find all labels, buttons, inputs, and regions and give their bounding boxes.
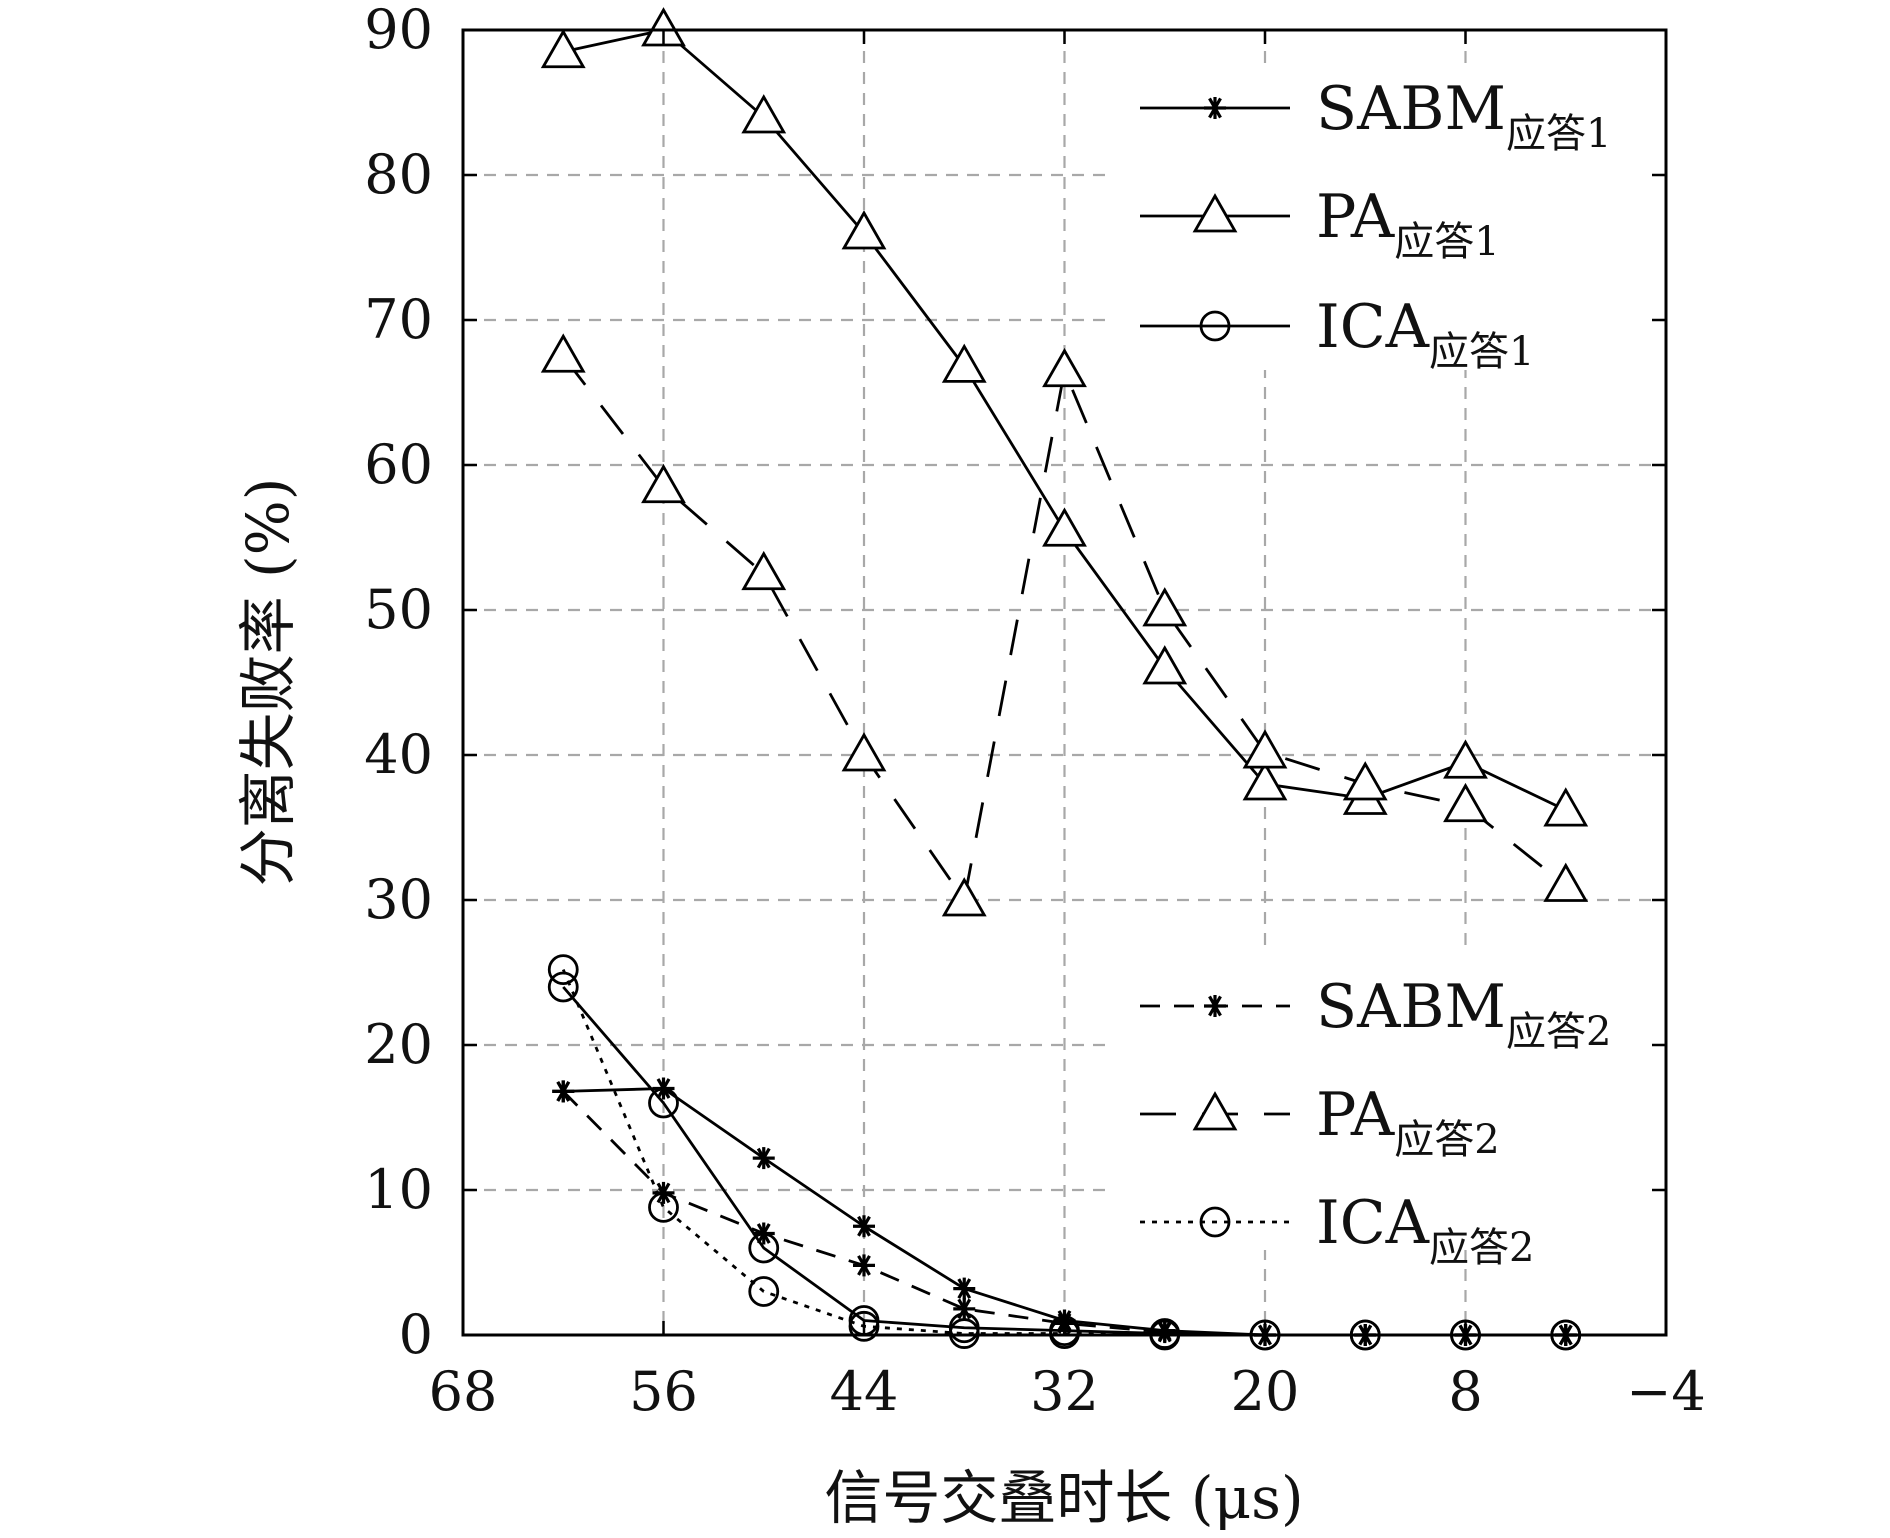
data-point-triangle [1142, 645, 1188, 685]
legend-background [1112, 950, 1652, 1250]
data-point-star [552, 1080, 575, 1103]
data-point-star [752, 1222, 775, 1245]
y-tick-label: 60 [364, 433, 433, 496]
data-point-triangle [841, 732, 887, 772]
legend-series-name: SABM [1316, 972, 1506, 1042]
data-point-triangle [1192, 193, 1238, 233]
y-tick-label: 40 [364, 723, 433, 786]
x-tick-label: −4 [1626, 1360, 1706, 1423]
legend-entry: SABM应答1 [1140, 74, 1611, 157]
x-tick-label: 44 [830, 1360, 899, 1423]
data-point-circle [1199, 1206, 1231, 1238]
legend-series-name: ICA [1316, 292, 1430, 362]
data-point-circle [748, 1276, 780, 1307]
x-tick-label: 68 [429, 1360, 498, 1423]
data-point-triangle [1342, 761, 1388, 801]
y-tick-label: 50 [364, 578, 433, 641]
x-tick-label: 8 [1448, 1360, 1482, 1423]
data-point-triangle [1443, 782, 1488, 823]
y-tick-label: 80 [364, 143, 433, 206]
x-axis-label: 信号交叠时长 (μs) [824, 1464, 1303, 1532]
data-point-triangle [1242, 729, 1288, 769]
legend-series-subscript: 应答1 [1429, 329, 1534, 375]
data-point-circle [1199, 310, 1231, 342]
legend-series-name: PA [1316, 182, 1395, 252]
data-point-circle [648, 1087, 679, 1119]
data-point-triangle [1142, 587, 1188, 627]
data-point-star [853, 1254, 875, 1277]
y-tick-label: 30 [364, 868, 433, 931]
data-point-star [953, 1277, 976, 1300]
legend-series-subscript: 应答1 [1394, 219, 1499, 265]
legend-entry: ICA应答1 [1140, 292, 1534, 375]
data-point-triangle [941, 877, 987, 917]
legend-label: ICA应答1 [1316, 292, 1534, 375]
legend-series-subscript: 应答2 [1429, 1225, 1534, 1271]
data-point-triangle [540, 28, 586, 69]
data-point-star [1153, 1321, 1176, 1344]
legend-series-name: PA [1316, 1080, 1395, 1150]
y-tick-label: 20 [364, 1013, 433, 1076]
data-point-triangle [1543, 787, 1589, 827]
data-point-triangle [741, 94, 787, 134]
y-tick-label: 0 [399, 1303, 433, 1366]
data-point-star [853, 1215, 875, 1238]
series-pa-1 [540, 7, 1589, 827]
legend-label: SABM应答2 [1316, 972, 1611, 1055]
data-point-triangle [841, 210, 887, 250]
data-point-triangle [1443, 739, 1488, 779]
y-tick-label: 90 [364, 0, 433, 61]
data-point-circle [648, 1192, 679, 1223]
axis-ticks: 68 56 44 32 20 8 −4 0 10 20 30 40 50 60 70 80 90 [364, 0, 1706, 1423]
legend-label: SABM应答1 [1316, 74, 1611, 157]
legend-series-subscript: 应答1 [1506, 111, 1611, 157]
data-point-triangle [1242, 761, 1288, 801]
legend-series-name: SABM [1316, 74, 1506, 144]
data-point-triangle [741, 550, 787, 591]
data-point-star [752, 1147, 775, 1170]
x-tick-label: 20 [1231, 1360, 1300, 1423]
data-point-triangle [1042, 347, 1087, 388]
legend-entry: PA应答1 [1140, 182, 1500, 265]
x-tick-label: 56 [629, 1360, 698, 1423]
series-line [562, 355, 1567, 902]
data-point-star [1204, 97, 1226, 119]
legend-series-subscript: 应答2 [1394, 1117, 1499, 1163]
legend-series-name: ICA [1316, 1188, 1430, 1258]
legend-label: PA应答2 [1316, 1080, 1500, 1163]
legend-entry: ICA应答2 [1140, 1188, 1534, 1271]
data-point-triangle [540, 333, 586, 373]
data-point-circle [547, 954, 579, 985]
legend-entry: PA应答2 [1140, 1080, 1500, 1163]
data-point-star [1204, 995, 1226, 1017]
data-point-triangle [1042, 507, 1087, 547]
x-tick-label: 32 [1030, 1360, 1099, 1423]
legend-series-subscript: 应答2 [1506, 1009, 1611, 1055]
legend-entry: SABM应答2 [1140, 972, 1611, 1055]
data-point-triangle [1192, 1091, 1238, 1131]
data-point-triangle [641, 463, 686, 504]
data-point-triangle [1543, 862, 1589, 902]
y-tick-label: 10 [364, 1158, 433, 1221]
legend-label: PA应答1 [1316, 182, 1500, 265]
series-pa-2 [540, 333, 1589, 917]
data-point-star [953, 1297, 976, 1320]
legend-label: ICA应答2 [1316, 1188, 1534, 1271]
y-axis-label: 分离失败率 (%) [234, 478, 302, 887]
data-point-triangle [941, 343, 987, 383]
data-point-triangle [641, 7, 686, 47]
y-tick-label: 70 [364, 288, 433, 351]
data-point-circle [848, 1310, 880, 1342]
